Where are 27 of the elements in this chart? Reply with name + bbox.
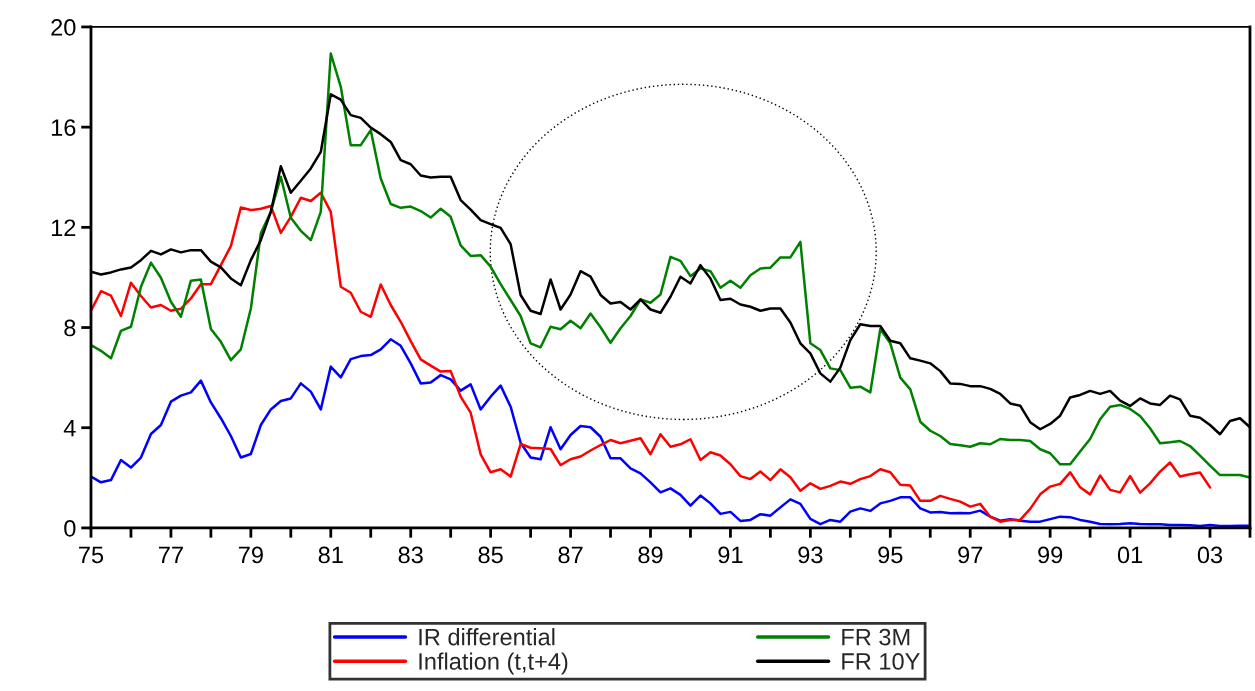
x-tick-label: 03	[1197, 546, 1223, 564]
y-tick-label: 20	[51, 19, 76, 36]
x-tick-label: 87	[558, 546, 583, 564]
x-tick-label: 81	[318, 546, 343, 564]
x-tick-label: 75	[79, 546, 104, 564]
line-series	[90, 191, 1212, 523]
legend-label: Inflation (t,t+4)	[419, 652, 568, 675]
legend-label: FR 10Y	[842, 653, 920, 670]
x-tick-label: 85	[478, 546, 503, 564]
x-tick-label: 93	[798, 546, 823, 564]
legend-label: IR differential	[419, 628, 555, 646]
x-tick-label: 01	[1117, 546, 1143, 564]
x-tick-label: 99	[1038, 546, 1063, 564]
x-tick-label: 79	[238, 546, 263, 564]
y-tick-label: 4	[63, 420, 76, 437]
x-tick-label: 89	[638, 546, 663, 564]
x-tick-label: 91	[718, 546, 743, 564]
x-tick-label: 95	[878, 546, 903, 564]
x-tick-label: 97	[958, 546, 983, 564]
x-tick-label: 83	[398, 546, 423, 564]
y-tick-label: 16	[51, 119, 76, 136]
x-tick-label: 77	[159, 546, 183, 564]
y-tick-label: 12	[51, 219, 76, 236]
y-tick-label: 8	[64, 319, 76, 337]
line-series	[90, 52, 1250, 479]
y-tick-label: 0	[64, 519, 76, 537]
legend-label: FR 3M	[842, 628, 910, 646]
